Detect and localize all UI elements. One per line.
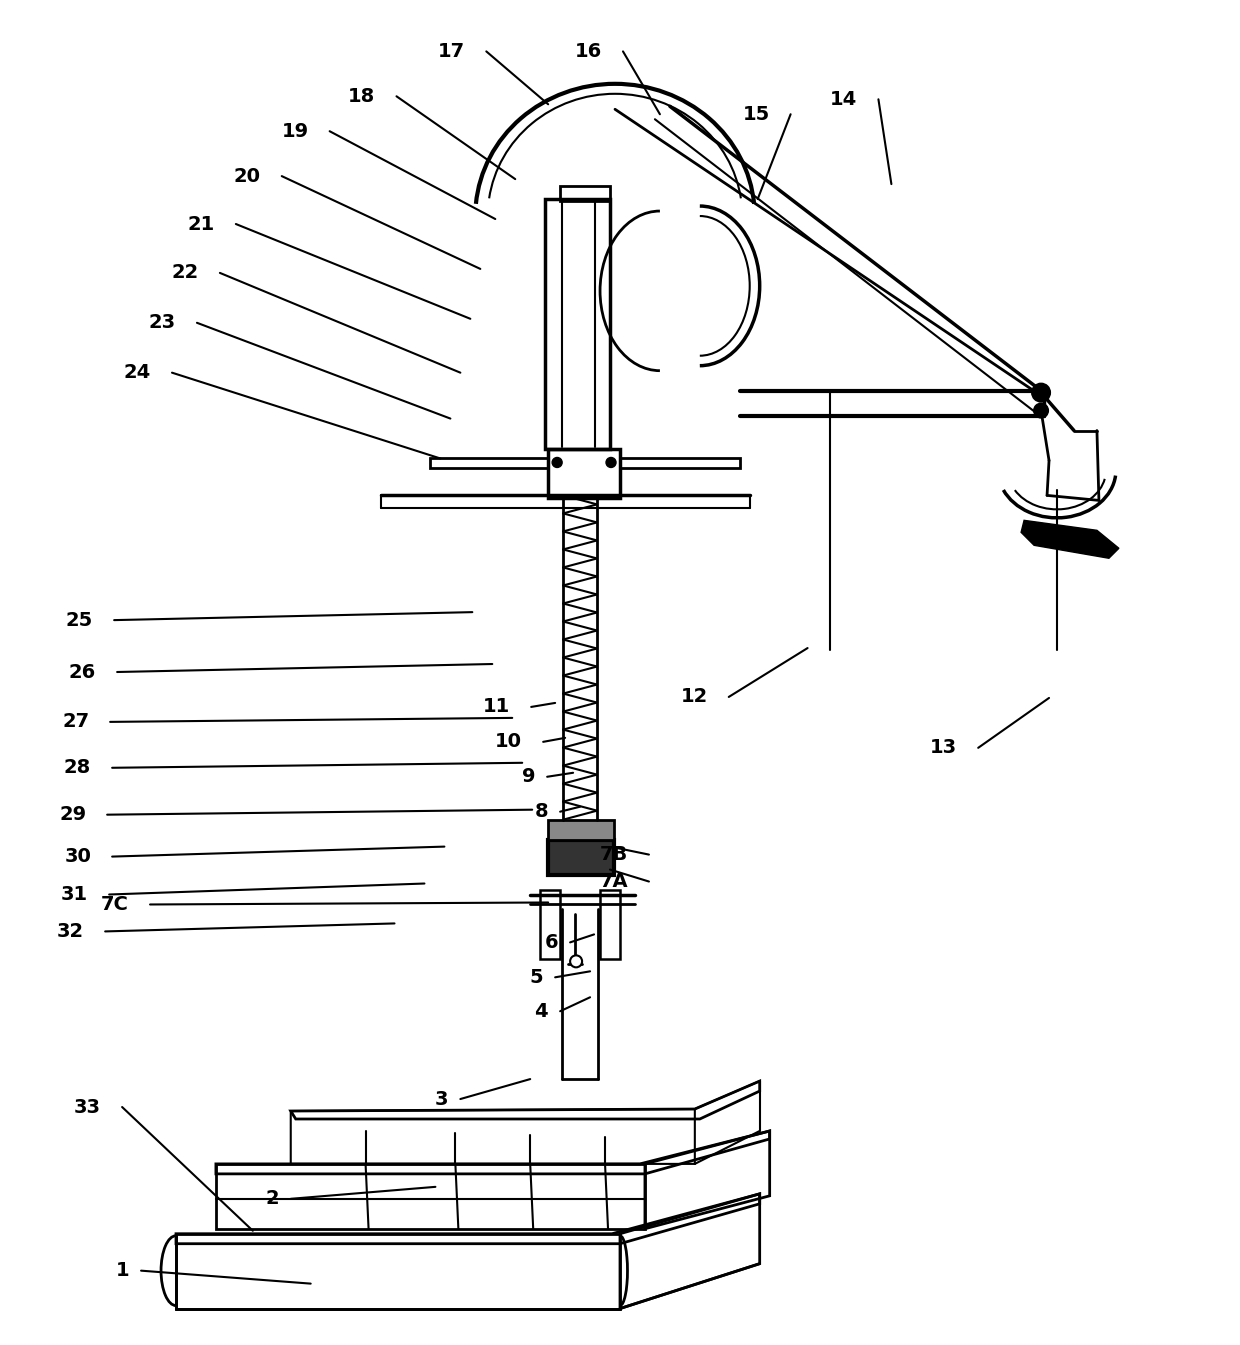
Circle shape [570,955,582,967]
Text: 8: 8 [534,802,548,822]
Text: 13: 13 [930,738,957,757]
Text: 9: 9 [522,767,536,787]
Text: 30: 30 [64,847,92,866]
Text: 4: 4 [534,1002,548,1021]
Circle shape [606,457,616,468]
Text: 5: 5 [529,968,543,987]
Text: 21: 21 [187,214,215,234]
Text: 28: 28 [64,759,92,777]
Text: 25: 25 [66,611,93,629]
Text: 6: 6 [544,933,558,952]
Text: 19: 19 [281,121,309,141]
Text: 15: 15 [743,105,770,124]
Text: 12: 12 [681,687,708,706]
Text: 33: 33 [74,1098,102,1116]
Text: 7A: 7A [599,872,627,890]
Polygon shape [548,839,614,874]
Text: 24: 24 [124,363,151,382]
Text: 11: 11 [484,698,510,717]
Circle shape [552,457,562,468]
Text: 10: 10 [495,732,522,752]
Polygon shape [548,819,614,839]
Polygon shape [1021,521,1118,558]
Text: 14: 14 [831,90,858,109]
Circle shape [1032,383,1050,402]
Text: 29: 29 [60,806,87,824]
Text: 7C: 7C [102,894,129,915]
Text: 23: 23 [149,313,176,332]
Text: 31: 31 [61,885,88,904]
Text: 1: 1 [115,1262,129,1280]
Text: 3: 3 [435,1089,449,1108]
Text: 7B: 7B [600,845,627,863]
Circle shape [1034,404,1048,417]
Text: 16: 16 [575,42,603,61]
Text: 26: 26 [69,663,97,682]
Text: 18: 18 [348,87,376,106]
Text: 20: 20 [234,167,260,186]
Text: 17: 17 [438,42,465,61]
Text: 2: 2 [265,1189,279,1208]
Text: 22: 22 [171,264,198,282]
Text: 32: 32 [57,921,84,941]
Text: 27: 27 [62,713,89,732]
